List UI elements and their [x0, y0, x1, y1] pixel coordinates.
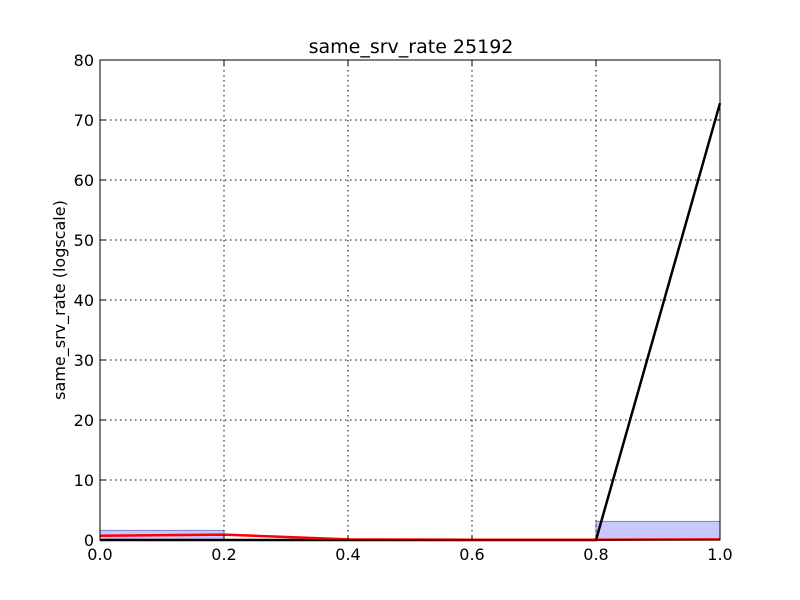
x-tick-label-0: 0.0	[87, 545, 112, 564]
x-tick-label-2: 0.4	[335, 545, 360, 564]
y-tick-label-4: 40	[74, 291, 94, 310]
y-tick-label-0: 0	[84, 531, 94, 550]
y-tick-label-2: 20	[74, 411, 94, 430]
y-tick-label-1: 10	[74, 471, 94, 490]
y-tick-label-7: 70	[74, 111, 94, 130]
bar-1	[595, 520, 721, 541]
x-tick-label-1: 0.2	[211, 545, 236, 564]
x-tick-label-4: 0.8	[583, 545, 608, 564]
x-tick-label-5: 1.0	[707, 545, 732, 564]
x-tick-label-3: 0.6	[459, 545, 484, 564]
chart-title: same_srv_rate 25192	[309, 36, 514, 58]
y-tick-label-8: 80	[74, 51, 94, 70]
series-line-0	[100, 102, 722, 542]
y-axis-label: same_srv_rate (logscale)	[50, 200, 70, 400]
y-tick-label-3: 30	[74, 351, 94, 370]
y-tick-label-6: 60	[74, 171, 94, 190]
y-tick-label-5: 50	[74, 231, 94, 250]
